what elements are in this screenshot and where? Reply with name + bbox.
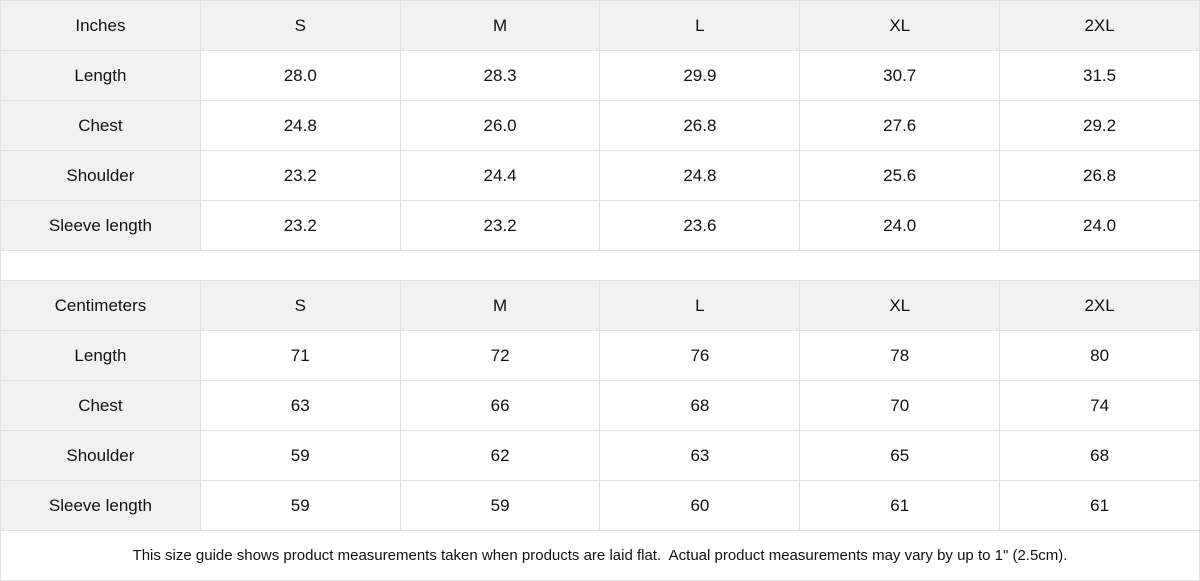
measurement-value-cell: 24.4 <box>399 150 601 201</box>
size-table-inches-header: Inches S M L XL 2XL <box>0 0 1200 51</box>
size-column-header: L <box>599 280 801 331</box>
measurement-value-cell: 59 <box>199 480 401 531</box>
measurement-row: Sleeve length 23.2 23.2 23.6 24.0 24.0 <box>0 200 1200 251</box>
measurement-row: Chest 24.8 26.0 26.8 27.6 29.2 <box>0 100 1200 151</box>
size-guide-note: This size guide shows product measuremen… <box>0 531 1200 581</box>
measurement-value-cell: 23.2 <box>199 150 401 201</box>
size-table-centimeters-body: Length 71 72 76 78 80 Chest 63 66 68 70 74 Shoulder 5… <box>0 330 1200 531</box>
measurement-row: Length 28.0 28.3 29.9 30.7 31.5 <box>0 50 1200 101</box>
measurement-label-cell: Shoulder <box>0 430 201 481</box>
measurement-value-cell: 23.2 <box>399 200 601 251</box>
measurement-label-cell: Chest <box>0 380 201 431</box>
measurement-value-cell: 72 <box>399 330 601 381</box>
measurement-value-cell: 61 <box>799 480 1001 531</box>
unit-header-cell: Inches <box>0 0 201 51</box>
measurement-value-cell: 23.2 <box>199 200 401 251</box>
size-table-inches: Inches S M L XL 2XL Length 28.0 28.3 29.9 30.7 31… <box>0 0 1200 251</box>
size-column-header: M <box>399 280 601 331</box>
size-column-header: L <box>599 0 801 51</box>
measurement-value-cell: 62 <box>399 430 601 481</box>
measurement-row: Chest 63 66 68 70 74 <box>0 380 1200 431</box>
measurement-label-cell: Chest <box>0 100 201 151</box>
size-column-header: S <box>199 0 401 51</box>
measurement-value-cell: 23.6 <box>599 200 801 251</box>
measurement-row: Shoulder 59 62 63 65 68 <box>0 430 1200 481</box>
measurement-value-cell: 78 <box>799 330 1001 381</box>
measurement-value-cell: 80 <box>999 330 1200 381</box>
measurement-label-cell: Shoulder <box>0 150 201 201</box>
measurement-value-cell: 29.9 <box>599 50 801 101</box>
measurement-label-cell: Length <box>0 50 201 101</box>
measurement-value-cell: 68 <box>999 430 1200 481</box>
measurement-value-cell: 61 <box>999 480 1200 531</box>
measurement-value-cell: 24.0 <box>799 200 1001 251</box>
table-gap-spacer <box>0 251 1200 280</box>
measurement-value-cell: 59 <box>399 480 601 531</box>
measurement-value-cell: 27.6 <box>799 100 1001 151</box>
measurement-value-cell: 28.3 <box>399 50 601 101</box>
measurement-label-cell: Sleeve length <box>0 200 201 251</box>
measurement-value-cell: 63 <box>199 380 401 431</box>
size-column-header: 2XL <box>999 280 1200 331</box>
measurement-value-cell: 26.8 <box>599 100 801 151</box>
measurement-value-cell: 71 <box>199 330 401 381</box>
size-table-centimeters-header: Centimeters S M L XL 2XL <box>0 280 1200 331</box>
measurement-row: Sleeve length 59 59 60 61 61 <box>0 480 1200 531</box>
unit-header-cell: Centimeters <box>0 280 201 331</box>
measurement-value-cell: 63 <box>599 430 801 481</box>
measurement-value-cell: 24.8 <box>199 100 401 151</box>
measurement-value-cell: 25.6 <box>799 150 1001 201</box>
measurement-value-cell: 66 <box>399 380 601 431</box>
measurement-value-cell: 31.5 <box>999 50 1200 101</box>
size-column-header: S <box>199 280 401 331</box>
measurement-value-cell: 24.8 <box>599 150 801 201</box>
measurement-value-cell: 30.7 <box>799 50 1001 101</box>
measurement-value-cell: 76 <box>599 330 801 381</box>
size-column-header: 2XL <box>999 0 1200 51</box>
measurement-row: Length 71 72 76 78 80 <box>0 330 1200 381</box>
measurement-value-cell: 65 <box>799 430 1001 481</box>
measurement-value-cell: 60 <box>599 480 801 531</box>
size-column-header: XL <box>799 0 1001 51</box>
measurement-value-cell: 29.2 <box>999 100 1200 151</box>
measurement-value-cell: 68 <box>599 380 801 431</box>
measurement-value-cell: 74 <box>999 380 1200 431</box>
measurement-value-cell: 26.8 <box>999 150 1200 201</box>
measurement-value-cell: 70 <box>799 380 1001 431</box>
size-table-inches-body: Length 28.0 28.3 29.9 30.7 31.5 Chest 24.8 26.0 2… <box>0 50 1200 251</box>
measurement-value-cell: 24.0 <box>999 200 1200 251</box>
measurement-label-cell: Sleeve length <box>0 480 201 531</box>
header-row: Inches S M L XL 2XL <box>0 0 1200 51</box>
measurement-value-cell: 28.0 <box>199 50 401 101</box>
measurement-value-cell: 26.0 <box>399 100 601 151</box>
header-row: Centimeters S M L XL 2XL <box>0 280 1200 331</box>
size-column-header: XL <box>799 280 1001 331</box>
size-table-centimeters: Centimeters S M L XL 2XL Length 71 72 76 78 80 Che… <box>0 280 1200 531</box>
measurement-label-cell: Length <box>0 330 201 381</box>
measurement-value-cell: 59 <box>199 430 401 481</box>
size-column-header: M <box>399 0 601 51</box>
measurement-row: Shoulder 23.2 24.4 24.8 25.6 26.8 <box>0 150 1200 201</box>
